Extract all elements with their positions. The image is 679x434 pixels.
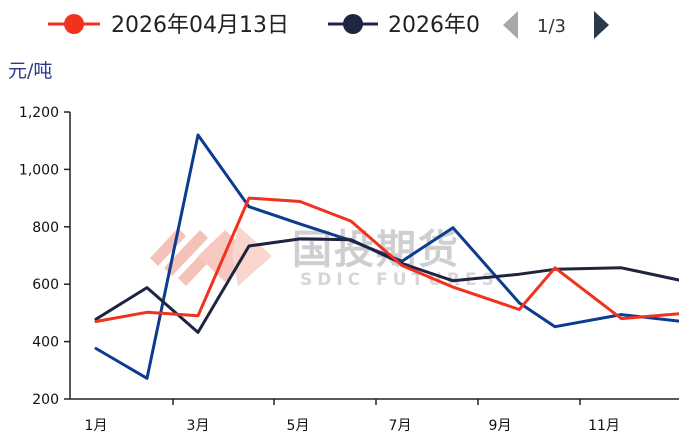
series-line-2[interactable] [94, 237, 679, 334]
legend-marker-1 [64, 14, 84, 34]
y-tick-label: 200 [32, 392, 59, 408]
legend-prev-button[interactable] [503, 11, 518, 39]
legend: 2026年04月13日 2026年0 1/3 [48, 11, 609, 39]
legend-label-1: 2026年04月13日 [111, 13, 289, 38]
legend-label-2: 2026年0 [388, 13, 480, 38]
y-tick-label: 1,200 [19, 105, 59, 121]
watermark: 国投期货 SDIC FUTURES [150, 226, 494, 290]
y-ticks: 200 400 600 800 1,000 1,200 [19, 105, 70, 408]
series-layer [94, 133, 679, 380]
x-ticks: 1月 3月 5月 7月 9月 11月 [85, 399, 620, 434]
legend-item-2[interactable]: 2026年0 [328, 13, 480, 38]
legend-marker-2 [343, 14, 363, 34]
legend-pager: 1/3 [537, 16, 566, 37]
legend-item-1[interactable]: 2026年04月13日 [48, 13, 289, 38]
x-tick-label: 7月 [389, 418, 412, 434]
y-tick-label: 400 [32, 335, 59, 351]
x-tick-label: 1月 [85, 418, 108, 434]
y-tick-label: 800 [32, 220, 59, 236]
x-tick-label: 9月 [489, 418, 512, 434]
y-tick-label: 600 [32, 277, 59, 293]
series-line-1[interactable] [94, 196, 679, 323]
x-tick-label: 11月 [588, 418, 620, 434]
x-tick-label: 5月 [287, 418, 310, 434]
legend-next-button[interactable] [594, 11, 609, 39]
y-tick-label: 1,000 [19, 162, 59, 178]
y-axis-unit: 元/吨 [8, 60, 52, 82]
x-tick-label: 3月 [187, 418, 210, 434]
